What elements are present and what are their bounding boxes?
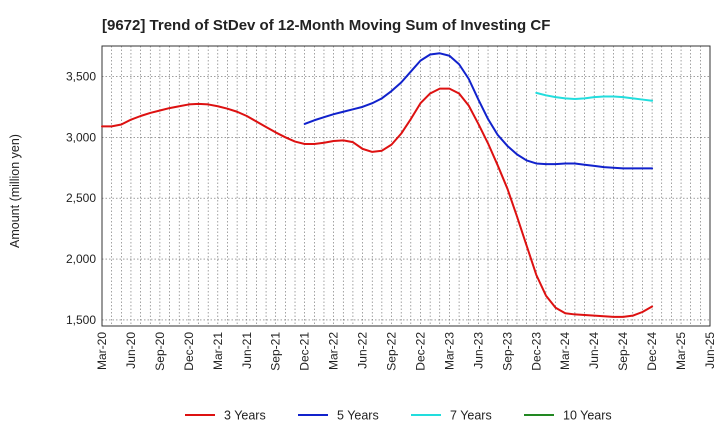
x-tick-label: Dec-20	[182, 332, 196, 371]
series-line-7-years	[535, 91, 654, 102]
y-tick-label: 3,000	[66, 130, 96, 144]
x-tick-label: Mar-21	[211, 332, 225, 370]
series-line-3-years	[101, 87, 654, 318]
x-tick-label: Mar-24	[558, 332, 572, 370]
x-tick-label: Jun-20	[124, 332, 138, 369]
x-tick-label: Sep-21	[269, 332, 283, 371]
series-lines	[101, 52, 654, 318]
x-tick-label: Jun-24	[587, 332, 601, 369]
y-tick-label: 2,500	[66, 191, 96, 205]
y-tick-label: 3,500	[66, 69, 96, 83]
x-tick-label: Sep-20	[153, 332, 167, 371]
x-tick-label: Jun-21	[240, 332, 254, 369]
x-axis-ticks: Mar-20 Jun-20 Sep-20 Dec-20 Mar-21 Jun-21 Sep-…	[95, 332, 717, 371]
x-tick-label: Mar-20	[95, 332, 109, 370]
legend-label: 7 Years	[450, 409, 492, 423]
legend-label: 3 Years	[224, 409, 266, 423]
x-tick-label: Dec-24	[645, 332, 659, 371]
x-tick-label: Sep-22	[385, 332, 399, 371]
y-axis-label: Amount (million yen)	[8, 134, 22, 248]
legend-label: 5 Years	[337, 409, 379, 423]
y-axis-ticks: 1,500 2,000 2,500 3,000 3,500	[66, 69, 96, 326]
x-tick-label: Jun-23	[471, 332, 485, 369]
legend: 3 Years 5 Years 7 Years 10 Years	[185, 409, 612, 423]
x-tick-label: Jun-22	[356, 332, 370, 369]
x-tick-label: Mar-25	[674, 332, 688, 370]
x-tick-label: Mar-23	[442, 332, 456, 370]
plot-area	[101, 45, 711, 327]
legend-label: 10 Years	[563, 409, 612, 423]
y-tick-label: 2,000	[66, 252, 96, 266]
x-tick-label: Jun-25	[703, 332, 717, 369]
x-tick-label: Sep-24	[616, 332, 630, 371]
x-tick-label: Sep-23	[500, 332, 514, 371]
x-tick-label: Dec-23	[529, 332, 543, 371]
grid	[102, 46, 710, 326]
series-line-5-years	[303, 52, 654, 170]
x-tick-label: Dec-21	[298, 332, 312, 371]
x-tick-label: Mar-22	[327, 332, 341, 370]
chart-title: [9672] Trend of StDev of 12-Month Moving…	[102, 17, 550, 34]
x-tick-label: Dec-22	[413, 332, 427, 371]
y-tick-label: 1,500	[66, 313, 96, 327]
